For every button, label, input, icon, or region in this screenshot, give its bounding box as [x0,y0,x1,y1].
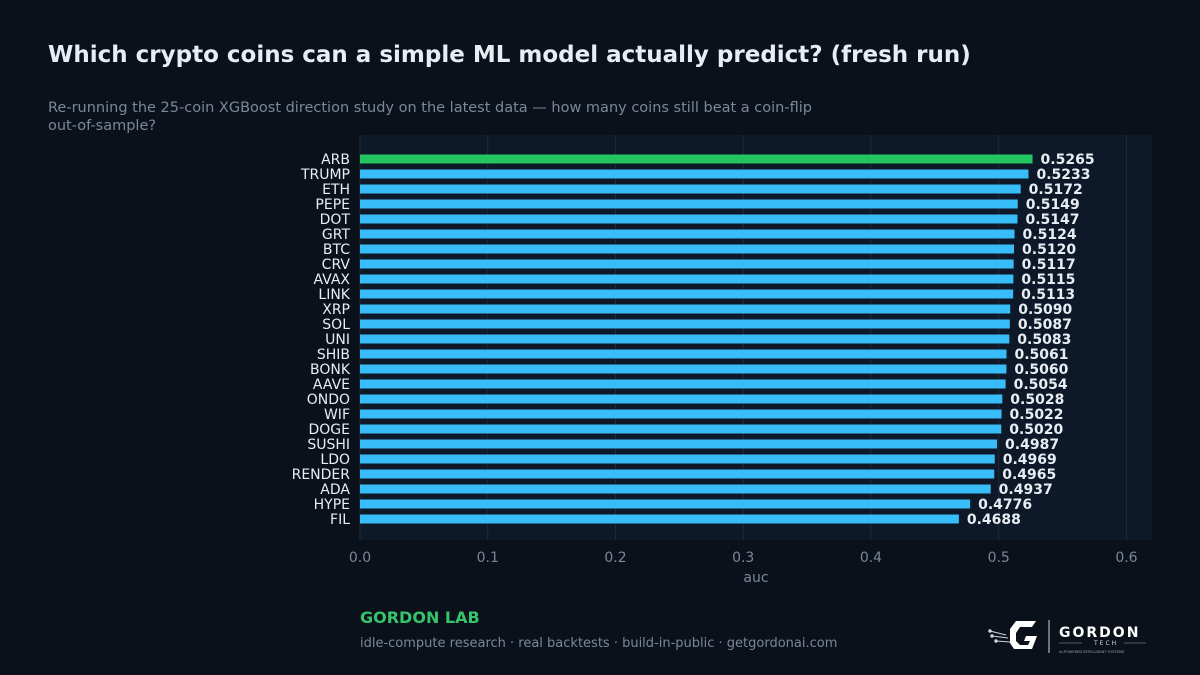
data-label: 0.5233 [1036,167,1090,183]
data-label: 0.5117 [1022,257,1076,273]
y-tick-label: RENDER [292,467,351,483]
y-tick-label: GRT [322,227,351,243]
g-monogram-icon [1010,621,1037,649]
bar [360,154,1033,164]
logo-wordmark: GORDON [1059,625,1140,641]
bar [360,274,1014,284]
y-tick-label: AVAX [313,272,350,288]
bar [360,469,995,479]
chart-subtitle: Re-running the 25-coin XGBoost direction… [48,100,812,134]
data-label: 0.5090 [1018,302,1072,318]
data-label: 0.5061 [1015,347,1069,363]
bar [360,334,1010,344]
x-tick-label: 0.3 [732,550,754,566]
data-label: 0.4937 [999,482,1053,498]
data-label: 0.4969 [1003,452,1057,468]
bar [360,319,1010,329]
y-tick-label: DOGE [309,422,351,438]
bar [360,289,1014,299]
data-label: 0.5022 [1010,407,1064,423]
data-label: 0.5083 [1017,332,1071,348]
data-label: 0.5120 [1022,242,1076,258]
x-axis-label: auc [743,570,768,586]
bar [360,454,995,464]
bar [360,244,1015,254]
bar [360,379,1006,389]
x-tick-label: 0.2 [604,550,626,566]
data-label: 0.5265 [1041,152,1095,168]
chart-title: Which crypto coins can a simple ML model… [48,42,971,68]
bar [360,439,998,449]
logo-sub: TECH [1093,640,1118,647]
bar [360,499,971,509]
bar [360,169,1029,179]
data-label: 0.5113 [1021,287,1075,303]
y-tick-label: WIF [324,407,350,423]
data-label: 0.5147 [1025,212,1079,228]
y-tick-label: SHIB [317,347,350,363]
data-label: 0.4987 [1005,437,1059,453]
data-label: 0.5124 [1023,227,1077,243]
y-tick-label: BONK [310,362,351,378]
y-tick-label: ONDO [307,392,350,408]
bar [360,199,1018,209]
bar [360,394,1003,404]
bar [360,424,1002,434]
y-tick-label: SOL [322,317,350,333]
y-tick-label: DOT [320,212,351,228]
data-label: 0.4776 [978,497,1032,513]
y-tick-label: ARB [321,152,350,168]
bar [360,484,991,494]
x-tick-label: 0.5 [988,550,1010,566]
x-tick-label: 0.0 [349,550,371,566]
y-tick-label: AAVE [313,377,350,393]
gordon-tech-logo: GORDON TECH AI-POWERED INTELLIGENT SYSTE… [988,620,1146,654]
y-tick-label: FIL [330,512,350,528]
bar [360,349,1007,359]
footer-tagline: idle-compute research · real backtests ·… [360,636,838,651]
bar [360,184,1021,194]
y-tick-label: LINK [318,287,350,303]
bar [360,514,959,524]
y-tick-label: CRV [322,257,351,273]
x-tick-label: 0.4 [860,550,882,566]
data-label: 0.5020 [1009,422,1063,438]
y-tick-label: LDO [320,452,350,468]
bar [360,409,1002,419]
data-label: 0.4688 [967,512,1021,528]
data-label: 0.5028 [1010,392,1064,408]
y-tick-label: PEPE [315,197,350,213]
data-label: 0.5149 [1026,197,1080,213]
y-tick-label: XRP [322,302,350,318]
bar [360,364,1007,374]
circuit-lines-icon [988,629,1011,643]
y-tick-label: UNI [325,332,350,348]
data-label: 0.5115 [1021,272,1075,288]
data-label: 0.5060 [1014,362,1068,378]
footer-brand: GORDON LAB [360,608,480,627]
x-tick-label: 0.6 [1115,550,1137,566]
y-tick-label: SUSHI [307,437,350,453]
bar-chart: 0.0 0.1 0.2 0.3 0.4 0.5 0.6 auc ARB 0.5265 TRUMP 0.… [292,135,1152,586]
bar [360,304,1011,314]
y-tick-label: ETH [322,182,350,198]
bar [360,214,1018,224]
data-label: 0.5087 [1018,317,1072,333]
y-tick-label: HYPE [314,497,350,513]
data-label: 0.5054 [1014,377,1068,393]
y-tick-label: BTC [323,242,350,258]
y-tick-label: TRUMP [300,167,350,183]
x-tick-label: 0.1 [477,550,499,566]
data-label: 0.4965 [1002,467,1056,483]
logo-motto: AI-POWERED INTELLIGENT SYSTEMS [1059,650,1125,654]
y-tick-label: ADA [320,482,350,498]
bar [360,229,1015,239]
data-label: 0.5172 [1029,182,1083,198]
bar [360,259,1014,269]
